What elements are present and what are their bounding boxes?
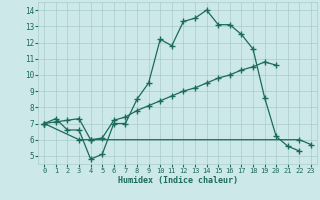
X-axis label: Humidex (Indice chaleur): Humidex (Indice chaleur) (118, 176, 238, 185)
